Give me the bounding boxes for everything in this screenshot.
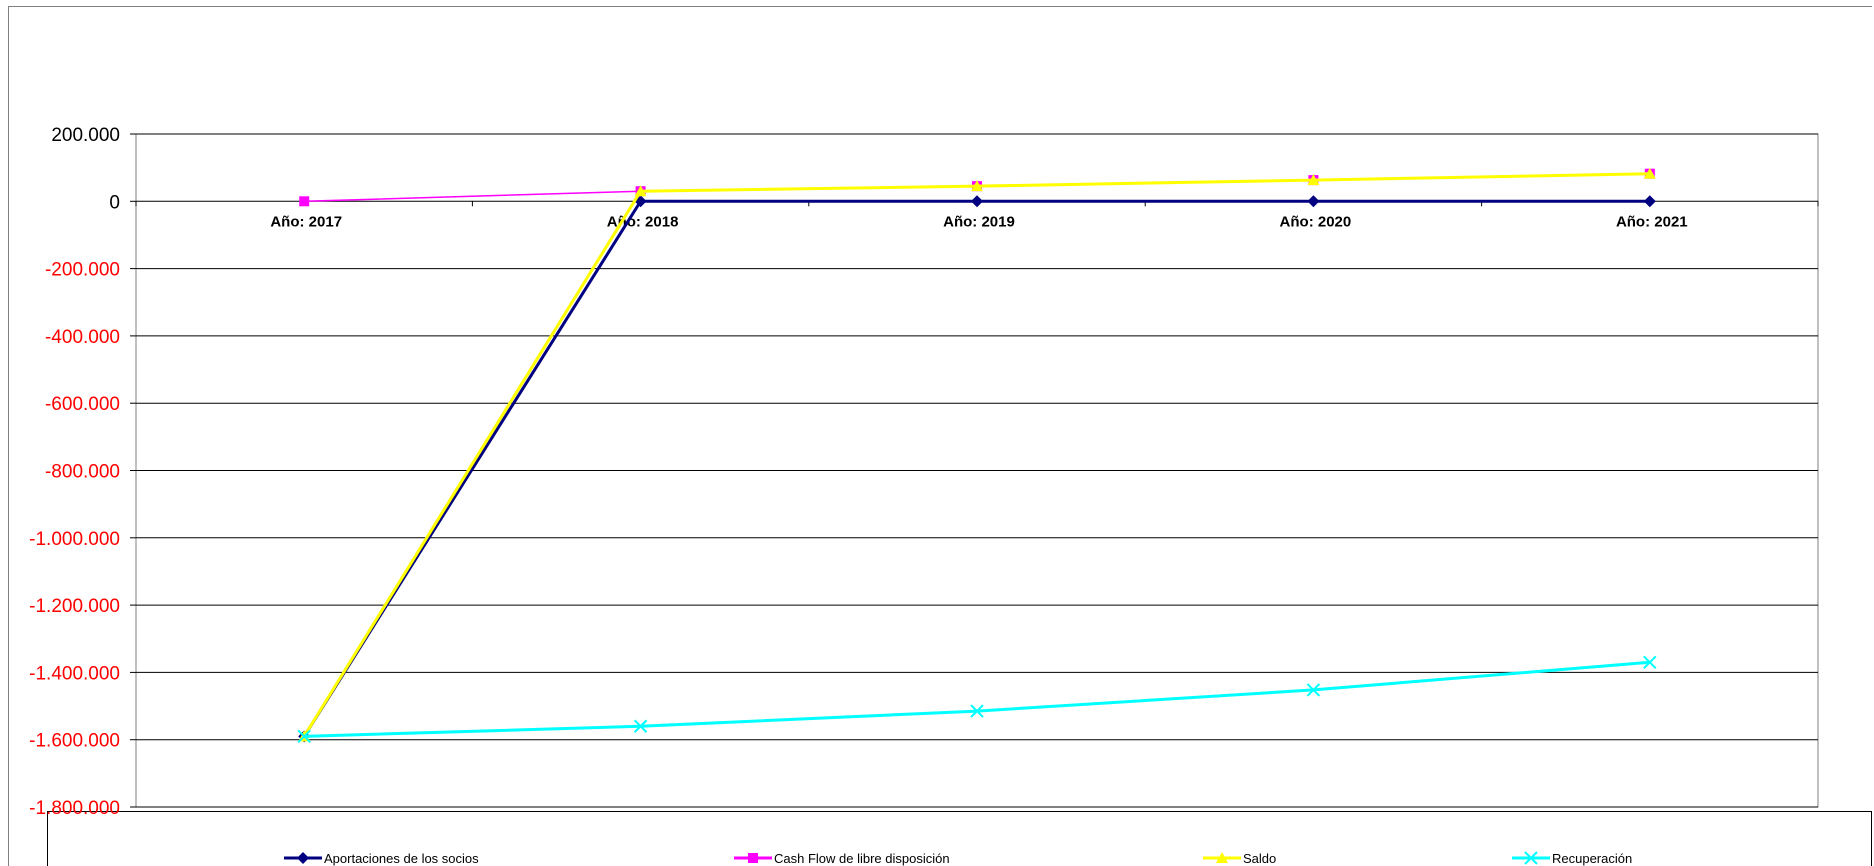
data-point-recuperacion — [633, 719, 648, 733]
legend-swatch-marker — [297, 852, 309, 864]
x-tick-label: Año: 2019 — [943, 213, 1015, 230]
chart-frame — [8, 6, 1872, 866]
y-tick-label: -200.000 — [45, 260, 120, 281]
legend-entry-saldo: Saldo — [1203, 851, 1276, 866]
legend-label: Saldo — [1243, 851, 1276, 866]
legend-label: Recuperación — [1552, 851, 1632, 866]
data-point-recuperacion — [970, 704, 984, 718]
y-tick-label: -1.000.000 — [29, 529, 120, 550]
data-point-saldo — [1643, 167, 1656, 179]
legend-swatch-marker — [748, 853, 758, 863]
data-point-cash-flow-de-libre-disposicion — [299, 196, 310, 207]
y-tick-label: 200.000 — [51, 125, 120, 146]
x-tick-label: Año: 2017 — [270, 213, 342, 230]
legend-entry-aportaciones-de-los-socios: Aportaciones de los socios — [284, 851, 479, 866]
data-point-saldo — [971, 180, 983, 192]
x-tick-label: Año: 2021 — [1616, 213, 1688, 230]
data-point-saldo — [634, 185, 647, 197]
legend-label: Cash Flow de libre disposición — [774, 851, 950, 866]
legend-swatch-marker — [1216, 852, 1228, 863]
series-line-recuperacion — [304, 660, 1650, 738]
data-point-aportaciones-de-los-socios — [971, 195, 983, 208]
data-point-recuperacion — [1306, 683, 1321, 697]
data-point-recuperacion — [297, 729, 311, 744]
legend-swatch-marker — [1524, 851, 1538, 865]
x-tick-label: Año: 2020 — [1280, 213, 1352, 230]
y-tick-label: -1.600.000 — [29, 731, 120, 752]
data-point-aportaciones-de-los-socios — [1643, 195, 1656, 208]
legend-box — [47, 811, 1872, 866]
y-tick-label: -1.800.000 — [29, 798, 120, 819]
y-tick-label: 0 — [109, 192, 120, 213]
legend-entry-recuperacion: Recuperación — [1512, 851, 1632, 866]
data-point-recuperacion — [1643, 655, 1657, 670]
y-tick-label: -800.000 — [45, 462, 120, 483]
y-tick-label: -600.000 — [45, 394, 120, 415]
series-line-saldo — [302, 172, 1650, 738]
y-tick-label: -400.000 — [45, 327, 120, 348]
series-line-aportaciones-de-los-socios — [302, 199, 1650, 738]
data-point-saldo — [1307, 174, 1320, 186]
y-tick-label: -1.200.000 — [29, 596, 120, 617]
data-point-aportaciones-de-los-socios — [1307, 195, 1320, 208]
y-tick-label: -1.400.000 — [29, 663, 120, 684]
legend-label: Aportaciones de los socios — [324, 851, 479, 866]
legend-entry-cash-flow-de-libre-disposicion: Cash Flow de libre disposición — [734, 851, 950, 866]
